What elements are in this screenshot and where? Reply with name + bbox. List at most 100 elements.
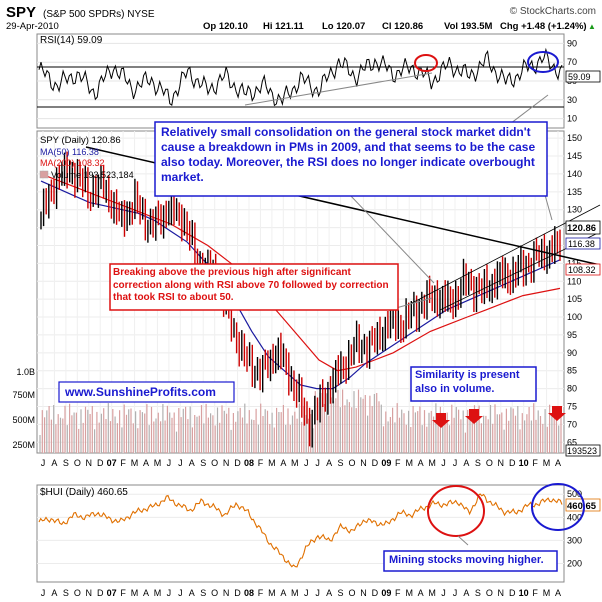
x-tick-label: 07 — [107, 588, 117, 598]
hui-tick-label: 400 — [567, 512, 582, 522]
rsi-title: RSI(14) 59.09 — [40, 35, 103, 46]
ma50-last-label: 116.38 — [568, 239, 595, 249]
x-tick-label: M — [291, 588, 299, 598]
x-tick-label: O — [74, 588, 81, 598]
x-tick-label: F — [258, 588, 264, 598]
x-tick-label: F — [395, 588, 401, 598]
rsi-tick-label: 90 — [567, 38, 577, 48]
volume-axis-500m: 500M — [12, 415, 35, 425]
callout-similarity-box — [410, 366, 537, 402]
x-tick-label: N — [498, 458, 505, 468]
price-tick-label: 135 — [567, 187, 582, 197]
x-tick-label: A — [418, 458, 424, 468]
symbol-title: SPY — [6, 4, 36, 21]
x-tick-label: F — [395, 458, 401, 468]
rsi-red-circle — [414, 54, 438, 72]
volume-last-label: 193523 — [567, 446, 597, 456]
volume-axis-250m: 250M — [12, 440, 35, 450]
x-tick-label: S — [63, 588, 69, 598]
x-tick-label: J — [41, 588, 46, 598]
x-tick-label: 10 — [519, 458, 529, 468]
down-arrow-icon — [465, 409, 483, 424]
x-tick-label: S — [63, 458, 69, 468]
rsi-blue-circle — [527, 51, 559, 73]
x-tick-label: S — [475, 588, 481, 598]
x-tick-label: J — [167, 458, 172, 468]
x-tick-label: 10 — [519, 588, 529, 598]
price-tick-label: 145 — [567, 151, 582, 161]
x-tick-label: S — [200, 458, 206, 468]
pointer-line — [244, 72, 433, 106]
x-tick-label: A — [280, 588, 286, 598]
header-date: 29-Apr-2010 — [6, 21, 59, 32]
x-tick-label: M — [154, 458, 162, 468]
x-tick-label: O — [486, 458, 493, 468]
x-tick-label: N — [498, 588, 505, 598]
x-tick-label: A — [463, 458, 469, 468]
x-tick-label: 09 — [381, 458, 391, 468]
x-tick-label: M — [428, 458, 436, 468]
legend-volume-swatch — [39, 170, 49, 179]
x-tick-label: N — [86, 588, 93, 598]
x-tick-label: O — [211, 458, 218, 468]
x-tick-label: A — [143, 458, 149, 468]
price-tick-label: 70 — [567, 419, 577, 429]
x-tick-label: M — [268, 588, 276, 598]
x-tick-label: J — [304, 458, 309, 468]
price-tick-label: 105 — [567, 294, 582, 304]
price-last-label: 120.86 — [567, 223, 596, 234]
x-tick-label: O — [211, 588, 218, 598]
hui-blue-circle — [531, 483, 585, 531]
x-tick-label: A — [280, 458, 286, 468]
hui-last-label: 460.65 — [567, 501, 597, 512]
callout-consolidation: Relatively small consolidation on the ge… — [161, 125, 536, 184]
hui-red-circle — [427, 485, 485, 537]
x-tick-label: A — [51, 458, 57, 468]
watermark-text: www.SunshineProfits.com — [65, 385, 216, 399]
x-tick-label: J — [41, 458, 46, 468]
legend-volume: Volume 193,523,184 — [51, 170, 134, 180]
rsi-grid — [37, 42, 564, 120]
hui-tick-label: 200 — [567, 559, 582, 569]
x-tick-label: S — [200, 588, 206, 598]
x-tick-label: M — [543, 458, 551, 468]
x-tick-label: M — [405, 588, 413, 598]
x-tick-label: J — [315, 458, 320, 468]
callout-consolidation-box — [154, 121, 548, 197]
x-tick-label: M — [428, 588, 436, 598]
pointer-line — [348, 193, 435, 284]
x-tick-label: A — [555, 588, 561, 598]
x-tick-label: S — [338, 458, 344, 468]
header-close: Cl 120.86 — [382, 21, 423, 32]
x-tick-label: J — [178, 458, 183, 468]
x-tick-label: A — [189, 588, 195, 598]
rsi-last-value-box — [565, 70, 601, 83]
x-tick-label: D — [372, 458, 379, 468]
price-tick-label: 90 — [567, 348, 577, 358]
x-tick-label: J — [304, 588, 309, 598]
ma200-last-box — [565, 263, 601, 276]
price-tick-label: 110 — [567, 276, 581, 286]
down-arrow-icon — [432, 413, 450, 428]
rsi-tick-label: 30 — [567, 95, 577, 105]
x-tick-label: M — [154, 588, 162, 598]
rsi-tick-label: 10 — [567, 114, 577, 124]
price-tick-label: 80 — [567, 384, 577, 394]
x-tick-label: A — [326, 588, 332, 598]
x-tick-label: M — [543, 588, 551, 598]
price-tick-label: 75 — [567, 401, 577, 411]
x-tick-label: N — [360, 588, 367, 598]
hui-tick-label: 500 — [567, 489, 582, 499]
x-tick-label: A — [555, 458, 561, 468]
ma200-last-label: 108.32 — [568, 265, 596, 275]
x-tick-label: D — [509, 588, 516, 598]
x-tick-label: J — [315, 588, 320, 598]
header-change: Chg +1.48 (+1.24%) — [500, 21, 587, 32]
pointer-line — [457, 535, 469, 546]
header-low: Lo 120.07 — [322, 21, 365, 32]
volume-last-box — [565, 444, 601, 457]
price-x-axis: J A S O N D 07 F M A M J J A S O N D 08 F M A M J J A S O N D 09 F M A M J J… — [41, 458, 561, 468]
x-tick-label: A — [189, 458, 195, 468]
pointer-line — [544, 194, 553, 221]
callout-breaking: Breaking above the previous high after s… — [113, 267, 389, 303]
